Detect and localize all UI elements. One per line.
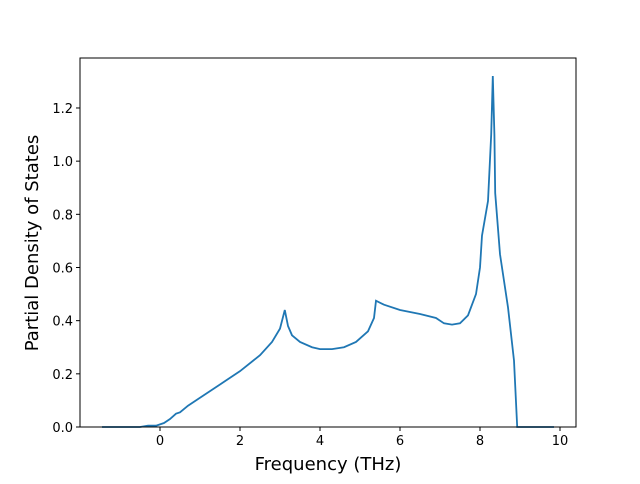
x-tick-label: 6: [396, 434, 404, 449]
y-axis-label: Partial Density of States: [22, 135, 43, 352]
y-tick-label: 0.4: [52, 315, 73, 330]
y-tick-label: 1.0: [52, 155, 73, 170]
y-tick-label: 0.2: [52, 368, 73, 383]
y-tick-label: 0.6: [52, 261, 73, 276]
x-tick-label: 10: [552, 434, 569, 449]
y-tick-label: 0.0: [52, 421, 73, 436]
x-tick-label: 0: [156, 434, 164, 449]
x-tick-label: 2: [236, 434, 244, 449]
x-tick-label: 8: [476, 434, 484, 449]
plot-frame: [79, 57, 577, 428]
y-tick-label: 0.8: [52, 208, 73, 223]
x-tick-label: 4: [316, 434, 324, 449]
y-tick-label: 1.2: [52, 102, 73, 117]
line-series: [102, 76, 554, 428]
x-axis-label: Frequency (THz): [255, 454, 402, 475]
